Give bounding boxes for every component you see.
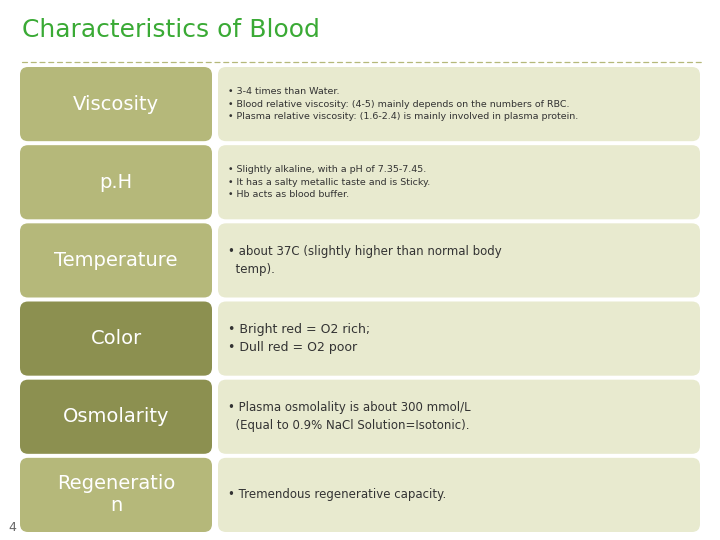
Text: Characteristics of Blood: Characteristics of Blood — [22, 18, 320, 42]
FancyBboxPatch shape — [218, 224, 700, 298]
Text: Color: Color — [91, 329, 142, 348]
Text: 4: 4 — [8, 521, 16, 534]
FancyBboxPatch shape — [20, 224, 212, 298]
FancyBboxPatch shape — [218, 301, 700, 376]
FancyBboxPatch shape — [20, 145, 212, 219]
Text: Temperature: Temperature — [54, 251, 178, 270]
Text: • Tremendous regenerative capacity.: • Tremendous regenerative capacity. — [228, 488, 446, 502]
Text: • 3-4 times than Water.
• Blood relative viscosity: (4-5) mainly depends on the : • 3-4 times than Water. • Blood relative… — [228, 87, 578, 121]
FancyBboxPatch shape — [218, 67, 700, 141]
Text: Regeneratio
n: Regeneratio n — [57, 475, 175, 515]
Text: • Plasma osmolality is about 300 mmol/L
  (Equal to 0.9% NaCl Solution=Isotonic): • Plasma osmolality is about 300 mmol/L … — [228, 401, 471, 432]
Text: • Bright red = O2 rich;
• Dull red = O2 poor: • Bright red = O2 rich; • Dull red = O2 … — [228, 323, 370, 354]
FancyBboxPatch shape — [218, 145, 700, 219]
FancyBboxPatch shape — [218, 458, 700, 532]
Text: Viscosity: Viscosity — [73, 94, 159, 113]
Text: Osmolarity: Osmolarity — [63, 407, 169, 426]
FancyBboxPatch shape — [20, 458, 212, 532]
Text: • about 37C (slightly higher than normal body
  temp).: • about 37C (slightly higher than normal… — [228, 245, 502, 276]
Text: • Slightly alkaline, with a pH of 7.35-7.45.
• It has a salty metallic taste and: • Slightly alkaline, with a pH of 7.35-7… — [228, 165, 431, 199]
FancyBboxPatch shape — [20, 380, 212, 454]
FancyBboxPatch shape — [20, 67, 212, 141]
FancyBboxPatch shape — [218, 380, 700, 454]
FancyBboxPatch shape — [20, 301, 212, 376]
Text: p.H: p.H — [99, 173, 132, 192]
